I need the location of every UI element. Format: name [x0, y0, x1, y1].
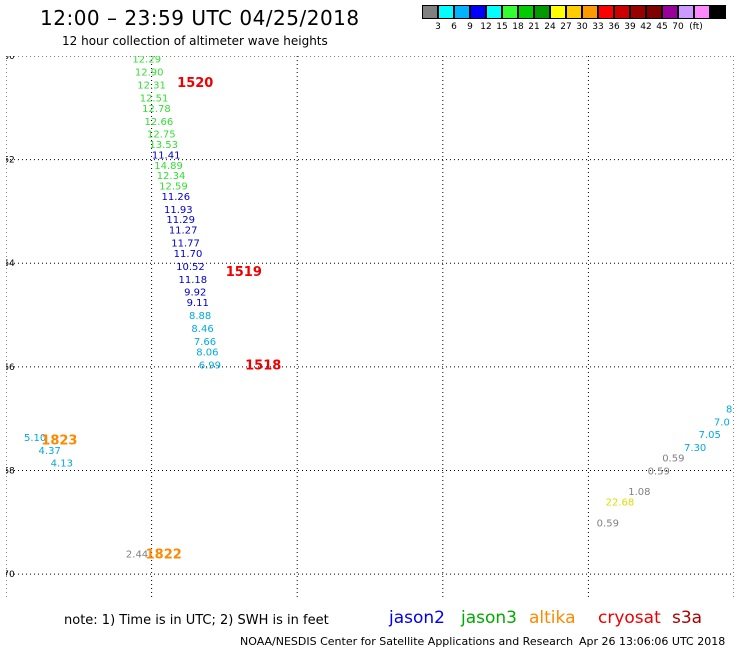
colorbar-label: 3 [435, 22, 441, 32]
wave-height-value: 12.75 [147, 130, 176, 141]
colorbar-label: 15 [496, 22, 508, 32]
wave-height-value: 12.78 [142, 104, 171, 115]
wave-height-value: 6.99 [199, 360, 221, 371]
colorbar-swatch [454, 5, 470, 19]
satellite-legend-jason2: jason2 [389, 608, 445, 628]
satellite-legend-jason3: jason3 [461, 608, 517, 628]
wave-height-value: 8 [726, 404, 732, 415]
wave-height-value: 7.66 [194, 337, 216, 348]
wave-height-value: 0.59 [648, 466, 670, 477]
wave-height-value: 5.10 [24, 433, 46, 444]
pass-time-label: 1822 [146, 547, 182, 562]
colorbar-swatch [438, 5, 454, 19]
colorbar-label: 27 [560, 22, 572, 32]
wave-height-value: 7.0 [714, 417, 730, 428]
wave-height-value: 9.11 [187, 298, 209, 309]
map-subtitle: 12 hour collection of altimeter wave hei… [62, 34, 328, 48]
colorbar-unit: (ft) [689, 22, 703, 32]
colorbar-label: 36 [608, 22, 620, 32]
colorbar-swatch [422, 5, 438, 19]
wave-height-value: 4.13 [51, 459, 73, 470]
satellite-legend-s3a: s3a [672, 608, 703, 628]
wave-height-value: 9.92 [184, 288, 206, 299]
pass-time-label: 1823 [41, 433, 77, 448]
wave-height-value: 11.77 [171, 239, 200, 250]
wave-height-value: 11.41 [152, 150, 181, 161]
y-tick-label: -66 [6, 363, 15, 373]
generation-timestamp: Apr 26 13:06:06 UTC 2018 [579, 635, 726, 648]
wave-height-value: 11.18 [179, 275, 208, 286]
satellite-legend-cryosat: cryosat [598, 608, 661, 628]
credit-line: NOAA/NESDIS Center for Satellite Applica… [240, 635, 574, 648]
colorbar-swatch [518, 5, 534, 19]
wave-height-value: 0.59 [597, 518, 619, 529]
y-tick-label: -62 [6, 156, 15, 166]
y-tick-label: -68 [6, 466, 15, 476]
pass-time-label: 1520 [177, 76, 213, 91]
y-tick-label: -70 [6, 570, 15, 580]
colorbar-swatch [662, 5, 678, 19]
wave-height-value: 10.52 [176, 262, 205, 273]
wave-height-value: 11.29 [166, 215, 195, 226]
colorbar-swatch [566, 5, 582, 19]
wave-height-value: 7.05 [699, 430, 721, 441]
colorbar-label: 9 [467, 22, 473, 32]
wave-height-value: 11.93 [164, 205, 193, 216]
wave-height-value: 8.46 [191, 324, 213, 335]
wave-height-value: 8.88 [189, 311, 211, 322]
colorbar-label: 39 [624, 22, 636, 32]
wave-height-value: 13.53 [149, 140, 178, 151]
wave-height-map: -60-62-64-66-68-70-165-162-159-156-153-1… [6, 56, 734, 600]
colorbar-label: 33 [592, 22, 604, 32]
colorbar-label: 18 [512, 22, 524, 32]
wave-height-value: 4.37 [39, 446, 61, 457]
pass-time-label: 1519 [226, 265, 262, 280]
wave-height-value: 0.59 [662, 454, 684, 465]
colorbar-swatch [550, 5, 566, 19]
colorbar-swatch [582, 5, 598, 19]
colorbar-label: 24 [544, 22, 556, 32]
colorbar-label: 45 [656, 22, 668, 32]
wave-height-value: 22.68 [606, 498, 635, 509]
pass-time-label: 1518 [245, 358, 281, 373]
wave-height-value: 12.29 [132, 56, 161, 66]
colorbar-swatch [646, 5, 662, 19]
colorbar-label: 21 [528, 22, 540, 32]
colorbar-swatch [614, 5, 630, 19]
colorbar-swatch [678, 5, 694, 19]
wave-height-value: 12.34 [157, 171, 186, 182]
wave-height-value: 12.51 [140, 93, 169, 104]
colorbar-swatch [630, 5, 646, 19]
colorbar-swatch [694, 5, 710, 19]
colorbar-swatch [502, 5, 518, 19]
colorbar-swatch [598, 5, 614, 19]
wave-height-value: 12.66 [145, 117, 174, 128]
colorbar-swatch [534, 5, 550, 19]
wave-height-value: 14.89 [154, 161, 183, 172]
wave-height-value: 8.06 [196, 347, 218, 358]
colorbar-label: 30 [576, 22, 588, 32]
wave-height-value: 12.31 [137, 80, 166, 91]
colorbar-swatch [710, 5, 726, 19]
satellite-legend-altika: altika [529, 608, 576, 628]
wave-height-value: 7.30 [684, 443, 706, 454]
wave-height-value: 11.26 [162, 192, 191, 203]
wave-height-value: 11.70 [174, 249, 203, 260]
wave-height-value: 12.90 [135, 68, 164, 79]
colorbar-swatch [486, 5, 502, 19]
wave-height-value: 12.59 [159, 182, 188, 193]
wave-height-value: 2.44 [126, 549, 148, 560]
colorbar-swatch [470, 5, 486, 19]
footer-note: note: 1) Time is in UTC; 2) SWH is in fe… [64, 613, 329, 628]
y-tick-label: -64 [6, 259, 15, 269]
colorbar-label: 42 [640, 22, 652, 32]
colorbar-label: 70 [672, 22, 684, 32]
wave-height-value: 11.27 [169, 226, 198, 237]
wave-height-value: 1.08 [628, 487, 650, 498]
y-tick-label: -60 [6, 56, 15, 62]
colorbar-label: 6 [451, 22, 457, 32]
colorbar-label: 12 [480, 22, 492, 32]
map-title: 12:00 – 23:59 UTC 04/25/2018 [40, 6, 360, 30]
